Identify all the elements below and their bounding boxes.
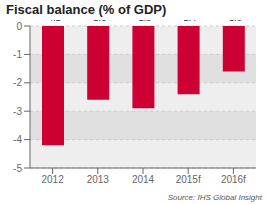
svg-text:2014: 2014: [132, 174, 155, 185]
svg-text:2015f: 2015f: [176, 174, 201, 185]
svg-text:-2.6: -2.6: [90, 20, 106, 23]
svg-text:-2: -2: [13, 77, 22, 88]
svg-text:0: 0: [16, 21, 22, 32]
svg-text:2013: 2013: [87, 174, 110, 185]
svg-text:-1.6: -1.6: [226, 20, 242, 23]
svg-text:2016f: 2016f: [221, 174, 246, 185]
svg-text:-2.9: -2.9: [136, 20, 152, 23]
svg-text:-4: -4: [13, 134, 22, 145]
svg-text:2012: 2012: [41, 174, 64, 185]
html-text:Fiscal balance (% of GDP): Fiscal balance (% of GDP): [6, 2, 167, 17]
svg-text:-1: -1: [13, 49, 22, 60]
html-text:Source: IHS Global Insight: Source: IHS Global Insight: [167, 193, 262, 202]
svg-text:-4.2: -4.2: [45, 20, 61, 23]
svg-text:-3: -3: [13, 106, 22, 117]
svg-text:-2.4: -2.4: [181, 20, 197, 23]
svg-text:-5: -5: [13, 163, 22, 174]
